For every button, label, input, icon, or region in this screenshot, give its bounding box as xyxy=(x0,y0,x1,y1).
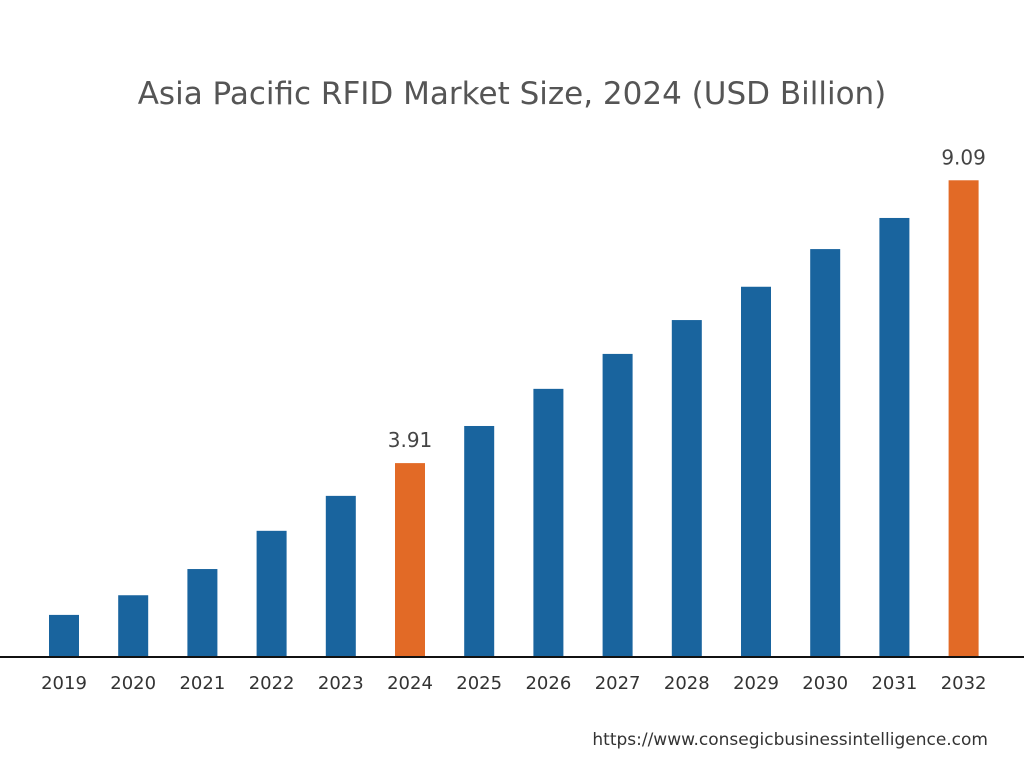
bar-2024 xyxy=(395,463,425,657)
x-tick-label: 2031 xyxy=(871,673,917,694)
x-tick-label: 2029 xyxy=(733,673,779,694)
source-url: https://www.consegicbusinessintelligence… xyxy=(592,730,988,750)
bar-2027 xyxy=(602,353,633,657)
x-tick-label: 2022 xyxy=(249,673,295,694)
x-tick-label: 2032 xyxy=(941,673,987,694)
bar-2019 xyxy=(49,614,79,657)
bar-2031 xyxy=(879,217,910,657)
x-tick-label: 2025 xyxy=(456,673,502,694)
data-label-2032: 9.09 xyxy=(941,145,986,169)
x-tick-label: 2028 xyxy=(664,673,710,694)
bar-2029 xyxy=(741,286,771,657)
x-tick-label: 2019 xyxy=(41,673,87,694)
data-label-2024: 3.91 xyxy=(388,428,433,452)
bar-2028 xyxy=(671,320,702,657)
bar-2020 xyxy=(118,595,149,657)
bar-2021 xyxy=(187,569,218,657)
x-tick-label: 2026 xyxy=(525,673,571,694)
chart-title: Asia Pacific RFID Market Size, 2024 (USD… xyxy=(137,76,887,112)
bar-2023 xyxy=(325,495,356,657)
x-tick-label: 2030 xyxy=(802,673,848,694)
x-tick-label: 2023 xyxy=(318,673,364,694)
bar-2026 xyxy=(533,388,564,657)
x-tick-label: 2021 xyxy=(179,673,225,694)
x-tick-label: 2024 xyxy=(387,673,433,694)
x-tick-label: 2027 xyxy=(595,673,641,694)
x-tick-label: 2020 xyxy=(110,673,156,694)
bar-2032 xyxy=(948,180,979,657)
bar-2025 xyxy=(464,425,495,657)
bar-2030 xyxy=(810,249,841,657)
bar-2022 xyxy=(256,530,287,657)
